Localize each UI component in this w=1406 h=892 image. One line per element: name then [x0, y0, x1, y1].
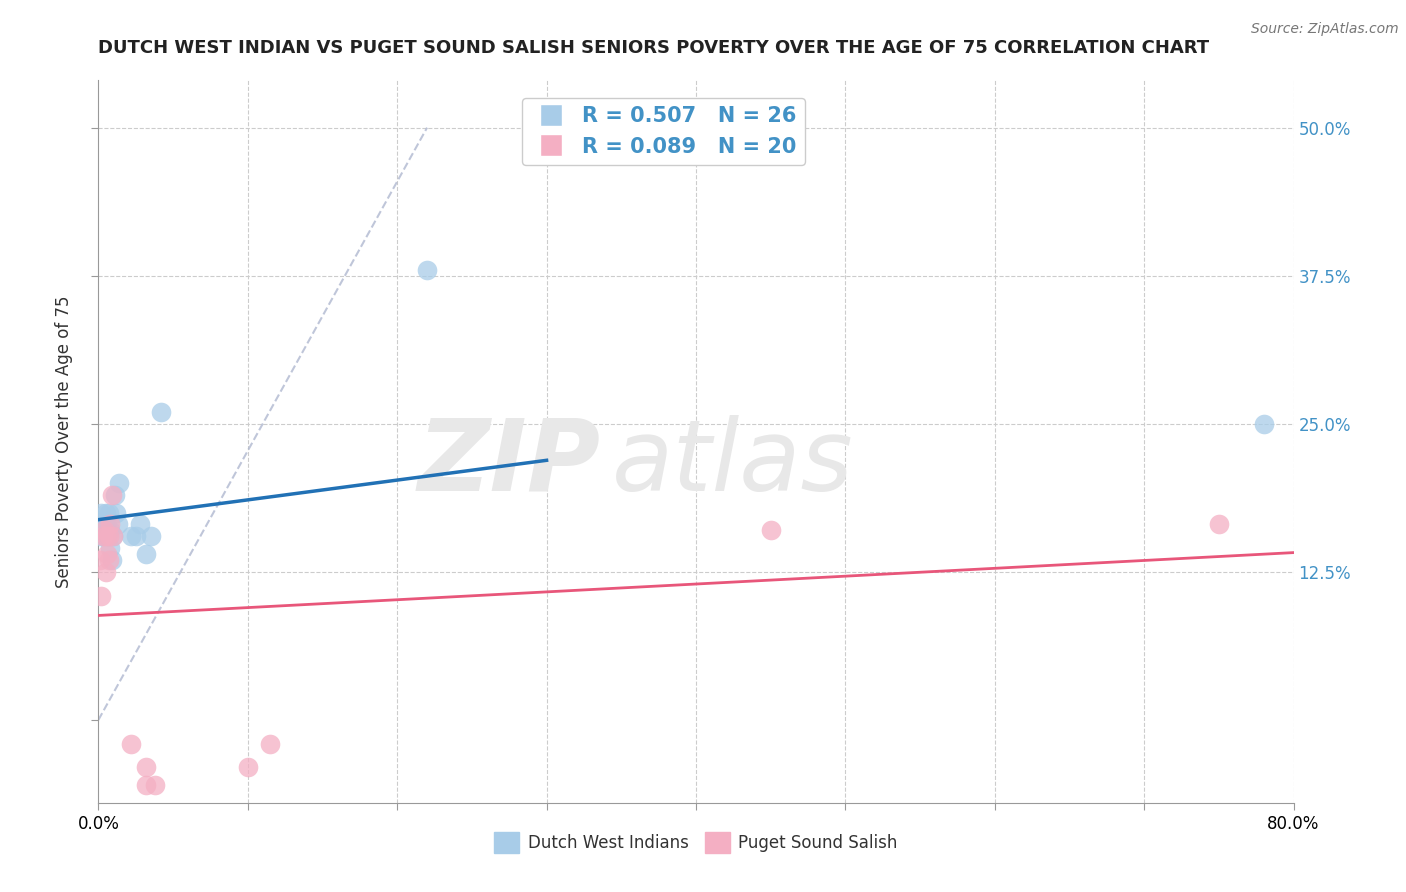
Point [97, 553, 120, 567]
Point [90, 589, 112, 603]
Point [97, 529, 120, 543]
Point [94, 506, 117, 520]
Point [94, 529, 117, 543]
Point [120, 529, 142, 543]
Point [94, 517, 117, 532]
Point [97, 529, 120, 543]
Text: Source: ZipAtlas.com: Source: ZipAtlas.com [1251, 22, 1399, 37]
Point [97, 506, 120, 520]
Point [89, 553, 111, 567]
Point [139, 529, 162, 543]
Point [129, 517, 152, 532]
Point [101, 553, 124, 567]
Point [96, 524, 118, 538]
Point [96, 547, 118, 561]
Y-axis label: Seniors Poverty Over the Age of 75: Seniors Poverty Over the Age of 75 [55, 295, 73, 588]
Point [89, 529, 111, 543]
Point [135, 547, 157, 561]
Point [236, 760, 259, 774]
Legend: Dutch West Indians, Puget Sound Salish: Dutch West Indians, Puget Sound Salish [488, 826, 904, 860]
Point [91, 529, 114, 543]
Point [103, 529, 125, 543]
Text: atlas: atlas [613, 415, 853, 512]
Point [98, 541, 122, 556]
Point [1208, 517, 1230, 532]
Point [1253, 417, 1275, 431]
Point [120, 737, 142, 751]
Point [143, 778, 166, 792]
Point [759, 524, 782, 538]
Point [90, 506, 112, 520]
Point [98, 524, 122, 538]
Point [91, 524, 114, 538]
Point [135, 778, 157, 792]
Point [96, 529, 118, 543]
Point [101, 488, 124, 502]
Point [98, 517, 122, 532]
Point [103, 529, 125, 543]
Point [93, 524, 115, 538]
Point [125, 529, 148, 543]
Point [93, 529, 115, 543]
Text: DUTCH WEST INDIAN VS PUGET SOUND SALISH SENIORS POVERTY OVER THE AGE OF 75 CORRE: DUTCH WEST INDIAN VS PUGET SOUND SALISH … [98, 38, 1209, 56]
Point [104, 488, 127, 502]
Point [94, 565, 117, 579]
Point [259, 737, 281, 751]
Point [135, 760, 157, 774]
Point [416, 262, 439, 277]
Point [107, 517, 129, 532]
Point [108, 475, 131, 490]
Point [150, 405, 173, 419]
Point [105, 506, 128, 520]
Text: ZIP: ZIP [418, 415, 600, 512]
